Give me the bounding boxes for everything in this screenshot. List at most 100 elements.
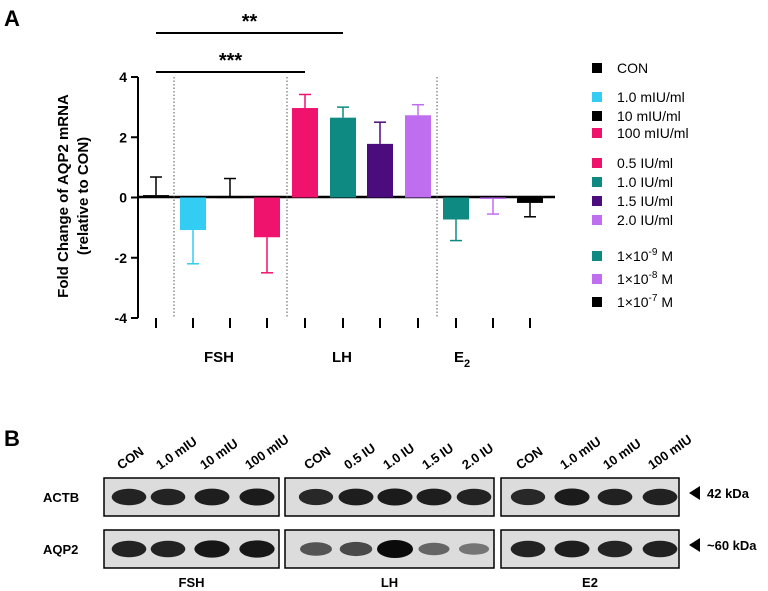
legend-label: 1×10-7 M bbox=[617, 293, 673, 310]
lane-label: 0.5 IU bbox=[341, 440, 378, 472]
legend-swatch bbox=[592, 297, 602, 307]
bar-2 bbox=[180, 197, 206, 231]
lane-label: 10 mIU bbox=[600, 436, 644, 473]
legend-label: 0.5 IU/ml bbox=[617, 155, 673, 171]
legend-item: 1×10-8 M bbox=[592, 270, 673, 287]
blot-band bbox=[339, 541, 373, 557]
y-tick-label: 4 bbox=[119, 69, 127, 85]
legend-swatch bbox=[592, 128, 602, 138]
blot-band bbox=[111, 488, 147, 506]
legend-item: 1.0 IU/ml bbox=[592, 174, 673, 190]
group-label-e2: E2 bbox=[454, 349, 470, 370]
y-axis-title-line2: (relative to CON) bbox=[75, 137, 92, 255]
group-dividers bbox=[173, 77, 438, 318]
blot-band bbox=[597, 488, 633, 506]
blot-group-labels: FSH LH E2 bbox=[179, 575, 598, 590]
blot-band bbox=[150, 540, 186, 558]
legend-swatch bbox=[592, 92, 602, 102]
legend-item: 1.0 mIU/ml bbox=[592, 89, 685, 105]
blot-row-actb: ACTB 42 kDa bbox=[43, 477, 750, 517]
blot-band bbox=[150, 488, 186, 506]
legend-swatch bbox=[592, 196, 602, 206]
blot-band bbox=[300, 542, 332, 556]
size-marker-arrow bbox=[689, 486, 700, 500]
legend-label: 2.0 IU/ml bbox=[617, 212, 673, 228]
blot-band bbox=[554, 540, 590, 558]
bar-6 bbox=[330, 117, 356, 198]
significance-label: *** bbox=[219, 50, 243, 72]
y-axis-title: Fold Change of AQP2 mRNA (relative to CO… bbox=[55, 94, 92, 298]
significance-bracket: ** bbox=[156, 11, 343, 34]
legend-label: 1.0 IU/ml bbox=[617, 174, 673, 190]
significance-label: ** bbox=[242, 11, 258, 33]
error-bar bbox=[299, 93, 311, 109]
significance-brackets: ***** bbox=[156, 11, 343, 73]
legend-label: 1.0 mIU/ml bbox=[617, 89, 685, 105]
error-bars bbox=[150, 93, 536, 274]
legend-label: 1×10-9 M bbox=[617, 247, 673, 264]
blot-band bbox=[239, 488, 275, 506]
western-blots: ACTB 42 kDa AQP2 ~60 kDa bbox=[43, 477, 757, 569]
legend-label: 1×10-8 M bbox=[617, 270, 673, 287]
lane-label: 100 mIU bbox=[645, 432, 694, 473]
blot-band bbox=[456, 488, 492, 506]
blot-band bbox=[554, 488, 590, 506]
panel-a-label: A bbox=[4, 6, 20, 31]
legend-item: 0.5 IU/ml bbox=[592, 155, 673, 171]
blot-group-label: LH bbox=[381, 575, 398, 590]
blot-group-label: FSH bbox=[179, 575, 205, 590]
panel-b-label: B bbox=[4, 426, 20, 451]
legend-item: 2.0 IU/ml bbox=[592, 212, 673, 228]
blot-band bbox=[111, 540, 147, 558]
y-ticks: -4 -2 0 2 4 bbox=[115, 69, 138, 326]
blot-band bbox=[194, 540, 230, 558]
blot-band bbox=[642, 488, 678, 506]
y-tick-label: 0 bbox=[119, 190, 127, 206]
error-bar bbox=[524, 202, 536, 218]
legend-swatch bbox=[592, 158, 602, 168]
blot-band bbox=[338, 488, 374, 506]
legend-swatch bbox=[592, 63, 602, 73]
error-bar bbox=[374, 121, 386, 144]
bar-4 bbox=[254, 197, 280, 238]
group-label-fsh: FSH bbox=[204, 349, 234, 366]
legend-item: 10 mIU/ml bbox=[592, 108, 681, 124]
group-label-lh: LH bbox=[332, 349, 352, 366]
legend-label: 10 mIU/ml bbox=[617, 108, 681, 124]
error-bar bbox=[337, 106, 349, 118]
blot-band bbox=[377, 540, 413, 558]
lane-label: 2.0 IU bbox=[459, 440, 496, 472]
lane-label: CON bbox=[513, 444, 545, 473]
bar-1 bbox=[143, 195, 169, 198]
lane-label: CON bbox=[114, 444, 146, 473]
blot-band bbox=[510, 488, 546, 506]
lane-label: 100 mIU bbox=[242, 432, 291, 473]
legend-item: 1×10-7 M bbox=[592, 293, 673, 310]
legend-item: CON bbox=[592, 60, 648, 76]
bar-3 bbox=[217, 196, 243, 199]
bars bbox=[143, 108, 543, 238]
blot-row-label: ACTB bbox=[43, 490, 79, 505]
legend-item: 100 mIU/ml bbox=[592, 125, 689, 141]
lane-label: CON bbox=[301, 444, 333, 473]
blot-group-label: E2 bbox=[582, 575, 598, 590]
lane-label: 1.5 IU bbox=[419, 440, 456, 472]
legend-swatch bbox=[592, 177, 602, 187]
legend-item: 1.5 IU/ml bbox=[592, 193, 673, 209]
legend-swatch bbox=[592, 215, 602, 225]
size-marker-label: ~60 kDa bbox=[707, 538, 757, 553]
blot-band bbox=[510, 540, 546, 558]
blot-band bbox=[418, 542, 450, 556]
blot-band bbox=[458, 543, 490, 555]
error-bar bbox=[487, 198, 499, 215]
error-bar bbox=[150, 176, 162, 196]
bar-10 bbox=[480, 197, 506, 199]
blot-band bbox=[597, 540, 633, 558]
significance-bracket: *** bbox=[156, 50, 305, 73]
lane-label: 1.0 mIU bbox=[153, 434, 199, 473]
bar-5 bbox=[292, 108, 318, 198]
legend-swatch bbox=[592, 251, 602, 261]
legend-label: 100 mIU/ml bbox=[617, 125, 689, 141]
error-bar bbox=[412, 103, 424, 116]
